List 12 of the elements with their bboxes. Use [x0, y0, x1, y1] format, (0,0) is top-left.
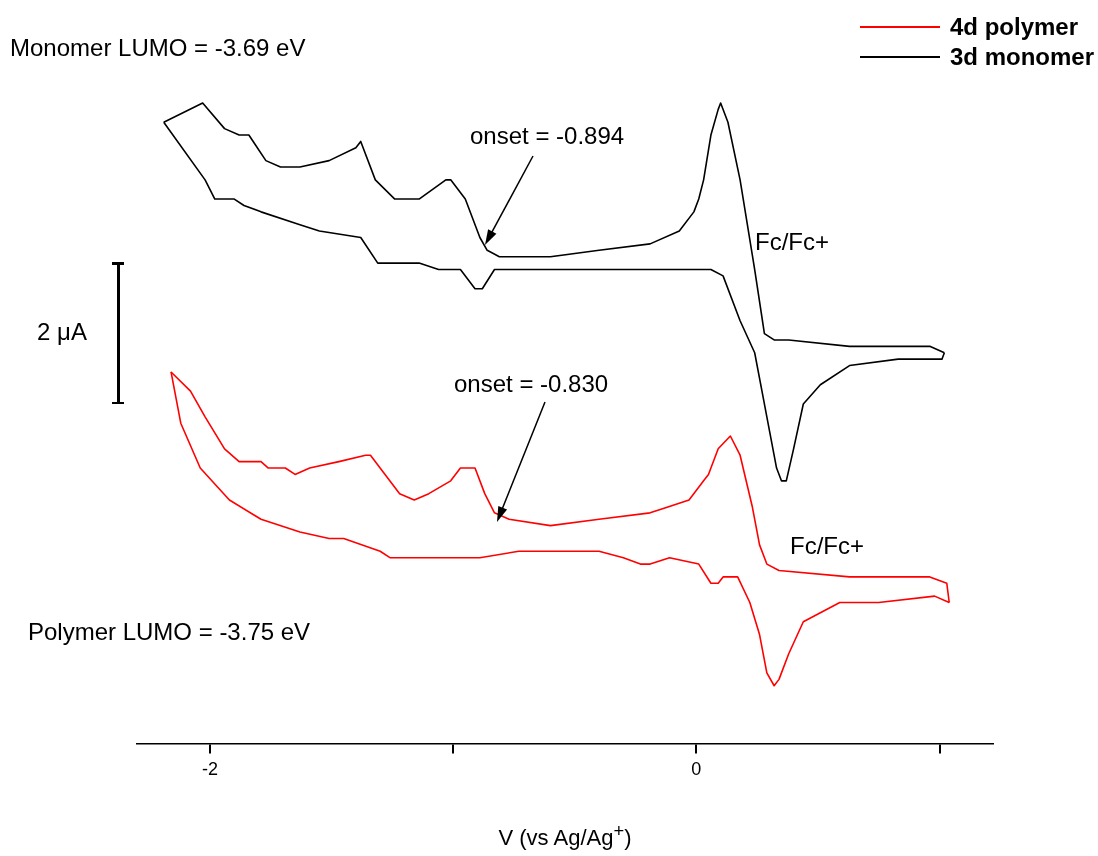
text: 2 μA	[36, 318, 88, 346]
text: Monomer LUMO = -3.69 eV	[10, 34, 306, 62]
legend-label: 4d polymer	[949, 13, 1079, 41]
annotation: Fc/Fc+	[790, 532, 865, 560]
x-tick-label: 0	[691, 759, 702, 780]
x-axis-title: V (vs Ag/Ag$^{+}$)	[497, 820, 633, 852]
legend-label: 3d monomer	[949, 43, 1094, 71]
annotation: onset = -0.830	[454, 370, 609, 398]
annotation: onset = -0.894	[470, 122, 625, 150]
annotation: Fc/Fc+	[755, 228, 830, 256]
annotation: Polymer LUMO = -3.75 eV	[28, 618, 311, 646]
x-tick-label: -2	[201, 759, 218, 780]
